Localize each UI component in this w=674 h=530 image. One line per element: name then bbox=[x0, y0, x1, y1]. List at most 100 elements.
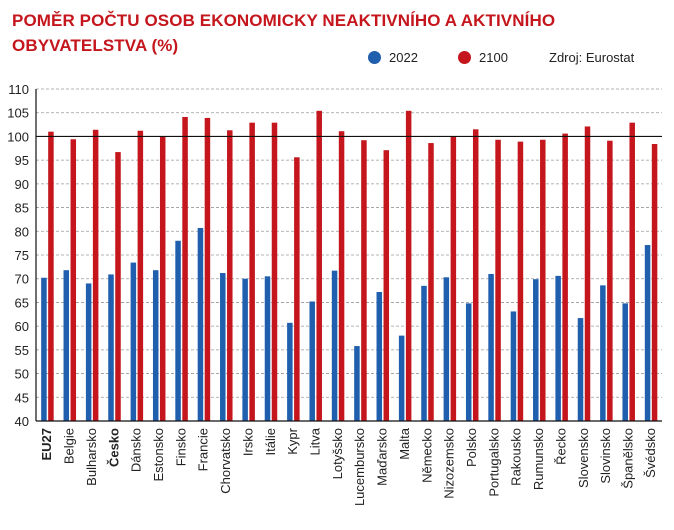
legend-label-2100: 2100 bbox=[479, 50, 508, 65]
x-tick-label-15: Maďarsko bbox=[375, 428, 390, 486]
y-tick-label-55: 55 bbox=[15, 343, 29, 358]
x-tick-label-16: Malta bbox=[397, 427, 412, 460]
x-tick-label-0: EU27 bbox=[39, 428, 54, 461]
chart-title: POMĚR POČTU OSOB EKONOMICKY NEAKTIVNÍHO … bbox=[12, 11, 556, 55]
bar-2100-22 bbox=[540, 139, 546, 421]
bar-2022-27 bbox=[644, 245, 651, 421]
x-tick-label-27: Švédsko bbox=[643, 428, 658, 478]
bar-2022-9 bbox=[242, 278, 248, 421]
legend-label-2022: 2022 bbox=[389, 50, 418, 65]
bar-2100-21 bbox=[517, 141, 524, 421]
bar-2100-17 bbox=[428, 143, 434, 421]
bar-2100-18 bbox=[450, 136, 457, 421]
bar-2022-2 bbox=[85, 283, 92, 421]
bar-2100-13 bbox=[338, 131, 345, 421]
x-tick-label-19: Polsko bbox=[464, 428, 479, 467]
x-tick-label-14: Lucembursko bbox=[352, 428, 367, 506]
bar-2100-0 bbox=[48, 131, 54, 421]
bar-2022-4 bbox=[130, 262, 137, 421]
bar-2100-25 bbox=[607, 140, 613, 421]
bar-2100-5 bbox=[159, 136, 166, 421]
bar-2100-4 bbox=[137, 130, 144, 422]
bar-2022-18 bbox=[443, 277, 450, 421]
x-tick-label-25: Slovinsko bbox=[598, 428, 613, 484]
x-tick-label-10: Itálie bbox=[263, 428, 278, 455]
bar-2022-20 bbox=[488, 273, 494, 421]
bar-2100-6 bbox=[182, 116, 188, 422]
bar-2022-8 bbox=[220, 273, 226, 421]
bar-2022-5 bbox=[152, 270, 159, 421]
bar-2100-12 bbox=[316, 110, 322, 422]
x-tick-label-24: Slovensko bbox=[576, 428, 591, 488]
bar-2022-14 bbox=[354, 346, 360, 421]
y-tick-label-40: 40 bbox=[15, 414, 29, 429]
y-tick-label-65: 65 bbox=[15, 295, 29, 310]
x-tick-label-3: Česko bbox=[106, 428, 121, 467]
legend-item-2022: 2022 bbox=[368, 50, 418, 65]
bar-2100-9 bbox=[249, 122, 255, 421]
x-tick-label-9: Irsko bbox=[240, 428, 255, 456]
y-tick-label-90: 90 bbox=[15, 177, 29, 192]
bar-2022-13 bbox=[331, 270, 338, 421]
bar-2100-27 bbox=[651, 144, 658, 421]
bar-2022-23 bbox=[555, 275, 561, 421]
bar-2100-3 bbox=[115, 152, 121, 421]
bar-2022-17 bbox=[421, 285, 427, 421]
x-tick-label-6: Finsko bbox=[173, 428, 188, 466]
x-tick-label-5: Estonsko bbox=[151, 428, 166, 481]
bar-2022-10 bbox=[264, 276, 271, 421]
legend-marker-2100 bbox=[458, 51, 471, 64]
bar-2022-6 bbox=[175, 240, 181, 421]
bar-2022-25 bbox=[600, 285, 606, 421]
y-tick-label-110: 110 bbox=[8, 82, 29, 97]
x-tick-label-11: Kypr bbox=[285, 427, 300, 454]
bar-2100-1 bbox=[70, 139, 77, 421]
bar-2022-19 bbox=[465, 303, 472, 421]
y-tick-label-105: 105 bbox=[7, 106, 29, 121]
x-tick-label-2: Bulharsko bbox=[84, 428, 99, 486]
x-tick-label-22: Rumunsko bbox=[531, 428, 546, 490]
bar-2100-8 bbox=[227, 130, 233, 421]
x-tick-label-12: Litva bbox=[307, 427, 322, 455]
y-tick-label-70: 70 bbox=[15, 272, 29, 287]
y-tick-label-75: 75 bbox=[15, 248, 29, 263]
y-tick-label-80: 80 bbox=[15, 224, 29, 239]
source-note: Zdroj: Eurostat bbox=[549, 50, 635, 65]
bar-2022-26 bbox=[622, 303, 628, 421]
bar-2022-3 bbox=[108, 274, 114, 421]
x-tick-label-20: Portugalsko bbox=[486, 428, 501, 497]
legend-marker-2022 bbox=[368, 51, 381, 64]
x-tick-label-17: Německo bbox=[419, 428, 434, 483]
x-tick-label-1: Belgie bbox=[62, 428, 77, 464]
x-tick-label-4: Dánsko bbox=[129, 428, 144, 472]
y-tick-label-100: 100 bbox=[7, 129, 29, 144]
x-tick-label-7: Francie bbox=[196, 428, 211, 471]
bar-2022-11 bbox=[287, 322, 293, 421]
y-tick-label-95: 95 bbox=[15, 153, 29, 168]
x-tick-label-21: Rakousko bbox=[509, 428, 524, 486]
bar-2022-12 bbox=[309, 301, 315, 421]
y-tick-label-50: 50 bbox=[15, 367, 29, 382]
x-tick-label-8: Chorvatsko bbox=[218, 428, 233, 494]
bar-2022-22 bbox=[533, 279, 539, 421]
bar-2022-7 bbox=[197, 227, 204, 421]
bar-2022-1 bbox=[63, 270, 70, 421]
bar-2100-24 bbox=[584, 126, 591, 422]
bar-2022-15 bbox=[376, 291, 383, 421]
bar-2022-16 bbox=[398, 335, 405, 421]
bar-2100-19 bbox=[472, 129, 479, 422]
bar-2100-11 bbox=[294, 157, 300, 421]
bar-2100-20 bbox=[495, 139, 501, 421]
bar-2100-2 bbox=[92, 129, 99, 421]
bar-2100-26 bbox=[629, 122, 635, 421]
y-tick-label-85: 85 bbox=[15, 201, 29, 216]
bar-2100-23 bbox=[562, 133, 568, 421]
bar-2100-16 bbox=[405, 110, 412, 422]
bar-2022-0 bbox=[41, 277, 47, 421]
x-tick-label-18: Nizozemsko bbox=[442, 428, 457, 499]
x-tick-label-13: Lotyšsko bbox=[330, 428, 345, 479]
x-tick-label-23: Řecko bbox=[553, 428, 568, 465]
x-tick-label-26: Španělsko bbox=[620, 428, 635, 489]
bar-2022-21 bbox=[510, 311, 517, 421]
